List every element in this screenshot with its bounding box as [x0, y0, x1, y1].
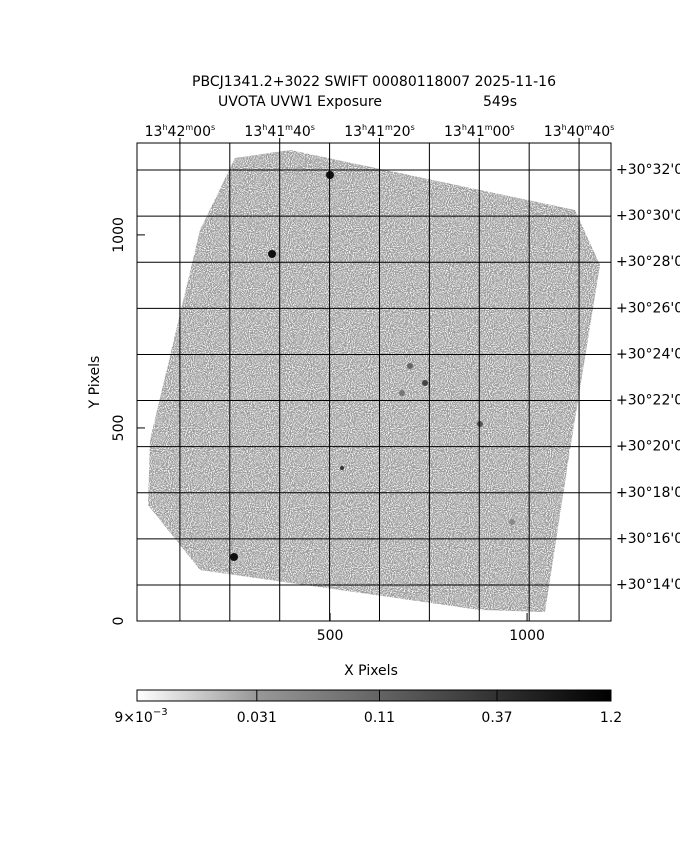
dec-tick-label: +30°24'0 [616, 346, 680, 362]
dec-tick-label: +30°14'0 [616, 577, 680, 593]
colorbar-tick-label: 1.2 [600, 710, 622, 726]
ra-value: 41 [367, 124, 385, 140]
ra-tick-label: 13h41m40s [244, 123, 315, 141]
colorbar-label-exp: −3 [153, 707, 168, 718]
ra-unit: s [510, 123, 514, 132]
y-tick-label: 1000 [111, 217, 127, 253]
ra-unit: m [285, 123, 293, 132]
ra-value: 00 [193, 124, 211, 140]
ra-tick-label: 13h40m40s [544, 123, 615, 141]
ra-tick-label: 13h41m20s [344, 123, 415, 141]
ra-unit: s [610, 123, 614, 132]
ra-unit: h [562, 123, 567, 132]
ra-value: 41 [267, 124, 285, 140]
x-tick-label: 500 [317, 628, 344, 644]
x-axis-label: X Pixels [344, 663, 398, 679]
ra-value: 13 [444, 124, 462, 140]
colorbar-label-base: 9×10 [114, 710, 152, 726]
dec-tick-label: +30°20'0 [616, 439, 680, 455]
colorbar-tick-label: 0.031 [237, 710, 277, 726]
ra-value: 20 [393, 124, 411, 140]
colorbar [136, 689, 612, 702]
plot-frame [136, 142, 612, 622]
dec-tick-label: +30°30'0 [616, 208, 680, 224]
y-tick-label: 500 [111, 415, 127, 442]
ra-value: 41 [467, 124, 485, 140]
ra-unit: h [262, 123, 267, 132]
chart-subtitle: UVOTA UVW1 Exposure [218, 94, 382, 110]
y-axis-label: Y Pixels [87, 356, 103, 410]
ra-value: 13 [145, 124, 163, 140]
dec-tick-label: +30°16'0 [616, 531, 680, 547]
exposure-map [148, 150, 600, 612]
colorbar-tick-label: 0.37 [481, 710, 512, 726]
colorbar-tick-label: 0.11 [364, 710, 395, 726]
ra-unit: m [485, 123, 493, 132]
ra-value: 42 [168, 124, 186, 140]
ra-unit: h [462, 123, 467, 132]
ra-value: 13 [544, 124, 562, 140]
x-tick-label: 1000 [509, 628, 545, 644]
ra-value: 00 [493, 124, 511, 140]
ra-unit: h [162, 123, 167, 132]
ra-tick-label: 13h41m00s [444, 123, 515, 141]
ra-value: 40 [592, 124, 610, 140]
ra-value: 13 [244, 124, 262, 140]
ra-tick-label: 13h42m00s [145, 123, 216, 141]
dec-tick-label: +30°26'0 [616, 300, 680, 316]
ra-value: 40 [567, 124, 585, 140]
dec-tick-label: +30°22'0 [616, 393, 680, 409]
dec-tick-label: +30°18'0 [616, 485, 680, 501]
ra-unit: m [385, 123, 393, 132]
exposure-time: 549s [483, 94, 517, 110]
chart-title: PBCJ1341.2+3022 SWIFT 00080118007 2025-1… [192, 74, 556, 90]
dec-tick-label: +30°28'0 [616, 254, 680, 270]
ra-unit: s [211, 123, 215, 132]
ra-unit: s [311, 123, 315, 132]
dec-tick-label: +30°32'0 [616, 162, 680, 178]
ra-value: 13 [344, 124, 362, 140]
colorbar-tick-label: 9×10−3 [114, 707, 167, 726]
ra-unit: m [185, 123, 193, 132]
ra-unit: s [411, 123, 415, 132]
ra-unit: m [585, 123, 593, 132]
y-tick-label: 0 [111, 617, 127, 626]
ra-unit: h [362, 123, 367, 132]
ra-value: 40 [293, 124, 311, 140]
